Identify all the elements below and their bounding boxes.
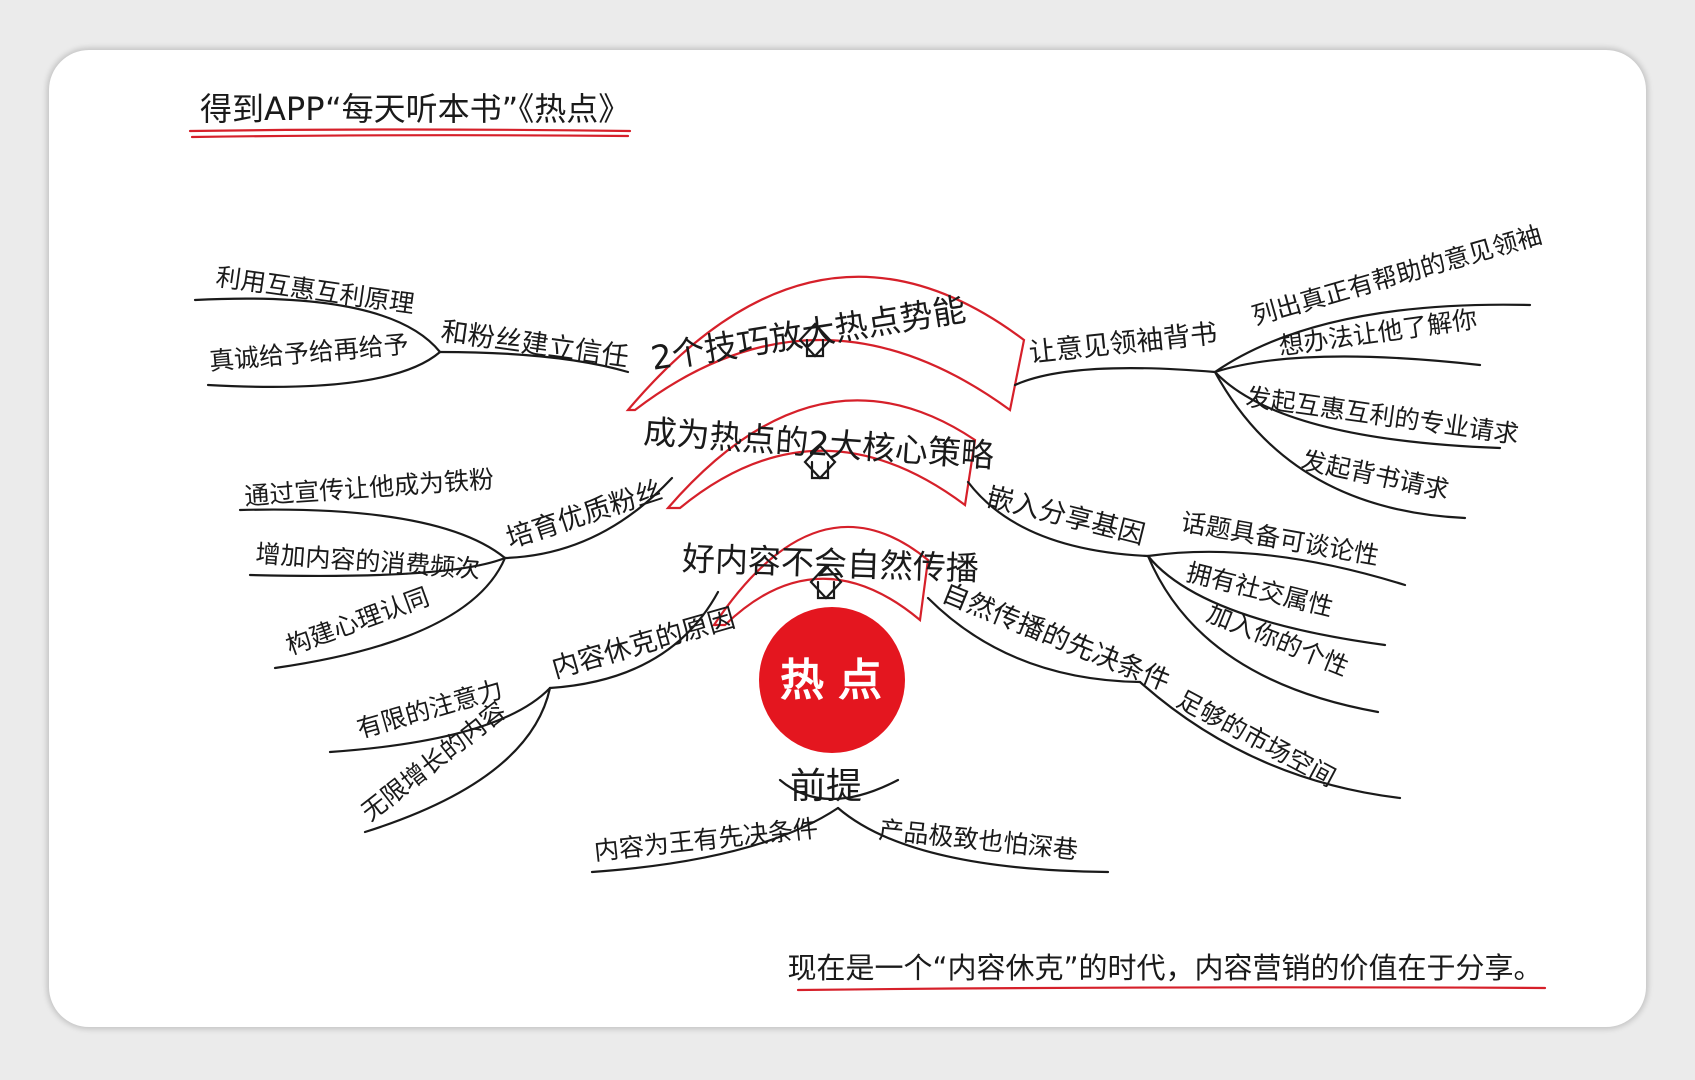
left-top-sub-2	[206, 350, 442, 388]
right-bottom-label: 自然传播的先决条件	[937, 578, 1174, 698]
left-mid-label: 培育优质粉丝	[503, 475, 667, 555]
right-top-sub-4	[1213, 370, 1467, 520]
left-mid-leaf-1: 通过宣传让他成为铁粉	[243, 465, 494, 511]
band-middle-shape	[665, 399, 977, 510]
premise-leaf-2: 产品极致也怕深巷	[877, 815, 1079, 865]
center-circle	[759, 607, 905, 753]
band-inner-label: 好内容不会自然传播	[681, 539, 979, 588]
left-top-label: 和粉丝建立信任	[439, 316, 630, 373]
center-label: 热点	[780, 655, 896, 706]
left-bottom-label: 内容休克的原因	[548, 603, 738, 685]
right-top-leaf-4: 发起背书请求	[1299, 446, 1452, 506]
arrow-up-icon-3	[809, 564, 843, 600]
arrow-up-icon-1	[798, 322, 832, 358]
left-mid-sub-1	[238, 508, 507, 560]
premise-arc	[778, 778, 900, 801]
premise-label: 前提	[790, 766, 862, 807]
right-mid-sub-3	[1146, 554, 1380, 714]
title-underline	[188, 128, 632, 133]
premise-branch-right	[836, 806, 1110, 874]
arrow-up-icon-2	[803, 444, 837, 480]
left-bottom-sub-1	[328, 686, 552, 754]
left-mid-leaf-2: 增加内容的消费频次	[255, 539, 481, 584]
right-top-leaf-3: 发起互惠互利的专业请求	[1244, 382, 1520, 449]
right-bottom-branch-line	[926, 596, 1142, 684]
left-mid-leaf-3: 构建心理认同	[282, 582, 433, 661]
right-top-sub-3	[1213, 370, 1502, 450]
premise-branch-left	[590, 806, 840, 874]
left-top-sub-1	[193, 297, 442, 354]
left-bottom-sub-2	[363, 686, 552, 834]
right-mid-sub-1	[1146, 550, 1407, 587]
right-top-branch-line	[1013, 367, 1217, 387]
page-title: 得到APP“每天听本书”《热点》	[200, 90, 630, 128]
left-top-branch-line	[438, 350, 630, 374]
left-mid-sub-3	[273, 556, 507, 670]
right-mid-branch-line	[966, 480, 1150, 558]
right-bottom-leaf-1: 足够的市场空间	[1172, 685, 1340, 793]
right-top-sub-1	[1213, 303, 1532, 374]
band-inner-shape	[711, 525, 930, 627]
left-top-leaf-1: 利用互惠互利原理	[214, 262, 416, 319]
left-top-leaf-2: 真诚给予给再给予	[208, 330, 410, 376]
footer-text: 现在是一个“内容休克”的时代，内容营销的价值在于分享。	[787, 951, 1542, 985]
left-mid-branch-line	[503, 476, 674, 560]
left-mid-sub-2	[248, 556, 507, 578]
right-mid-label: 嵌入分享基因	[983, 482, 1148, 551]
right-top-sub-2	[1213, 355, 1482, 374]
paper-card	[49, 50, 1646, 1027]
footer-underline	[796, 986, 1547, 992]
band-outer-label: 2个技巧放大热点势能	[648, 290, 968, 378]
title-underline-2	[190, 134, 630, 139]
right-top-leaf-1: 列出真正有帮助的意见领袖	[1249, 220, 1545, 331]
right-mid-sub-2	[1146, 554, 1387, 647]
right-bottom-sub-1	[1138, 680, 1402, 800]
right-top-label: 让意见领袖背书	[1027, 318, 1218, 369]
right-mid-leaf-1: 话题具备可谈论性	[1179, 507, 1381, 570]
left-bottom-branch-line	[548, 590, 720, 690]
right-mid-leaf-2: 拥有社交属性	[1184, 558, 1337, 622]
band-outer-shape	[625, 275, 1026, 412]
